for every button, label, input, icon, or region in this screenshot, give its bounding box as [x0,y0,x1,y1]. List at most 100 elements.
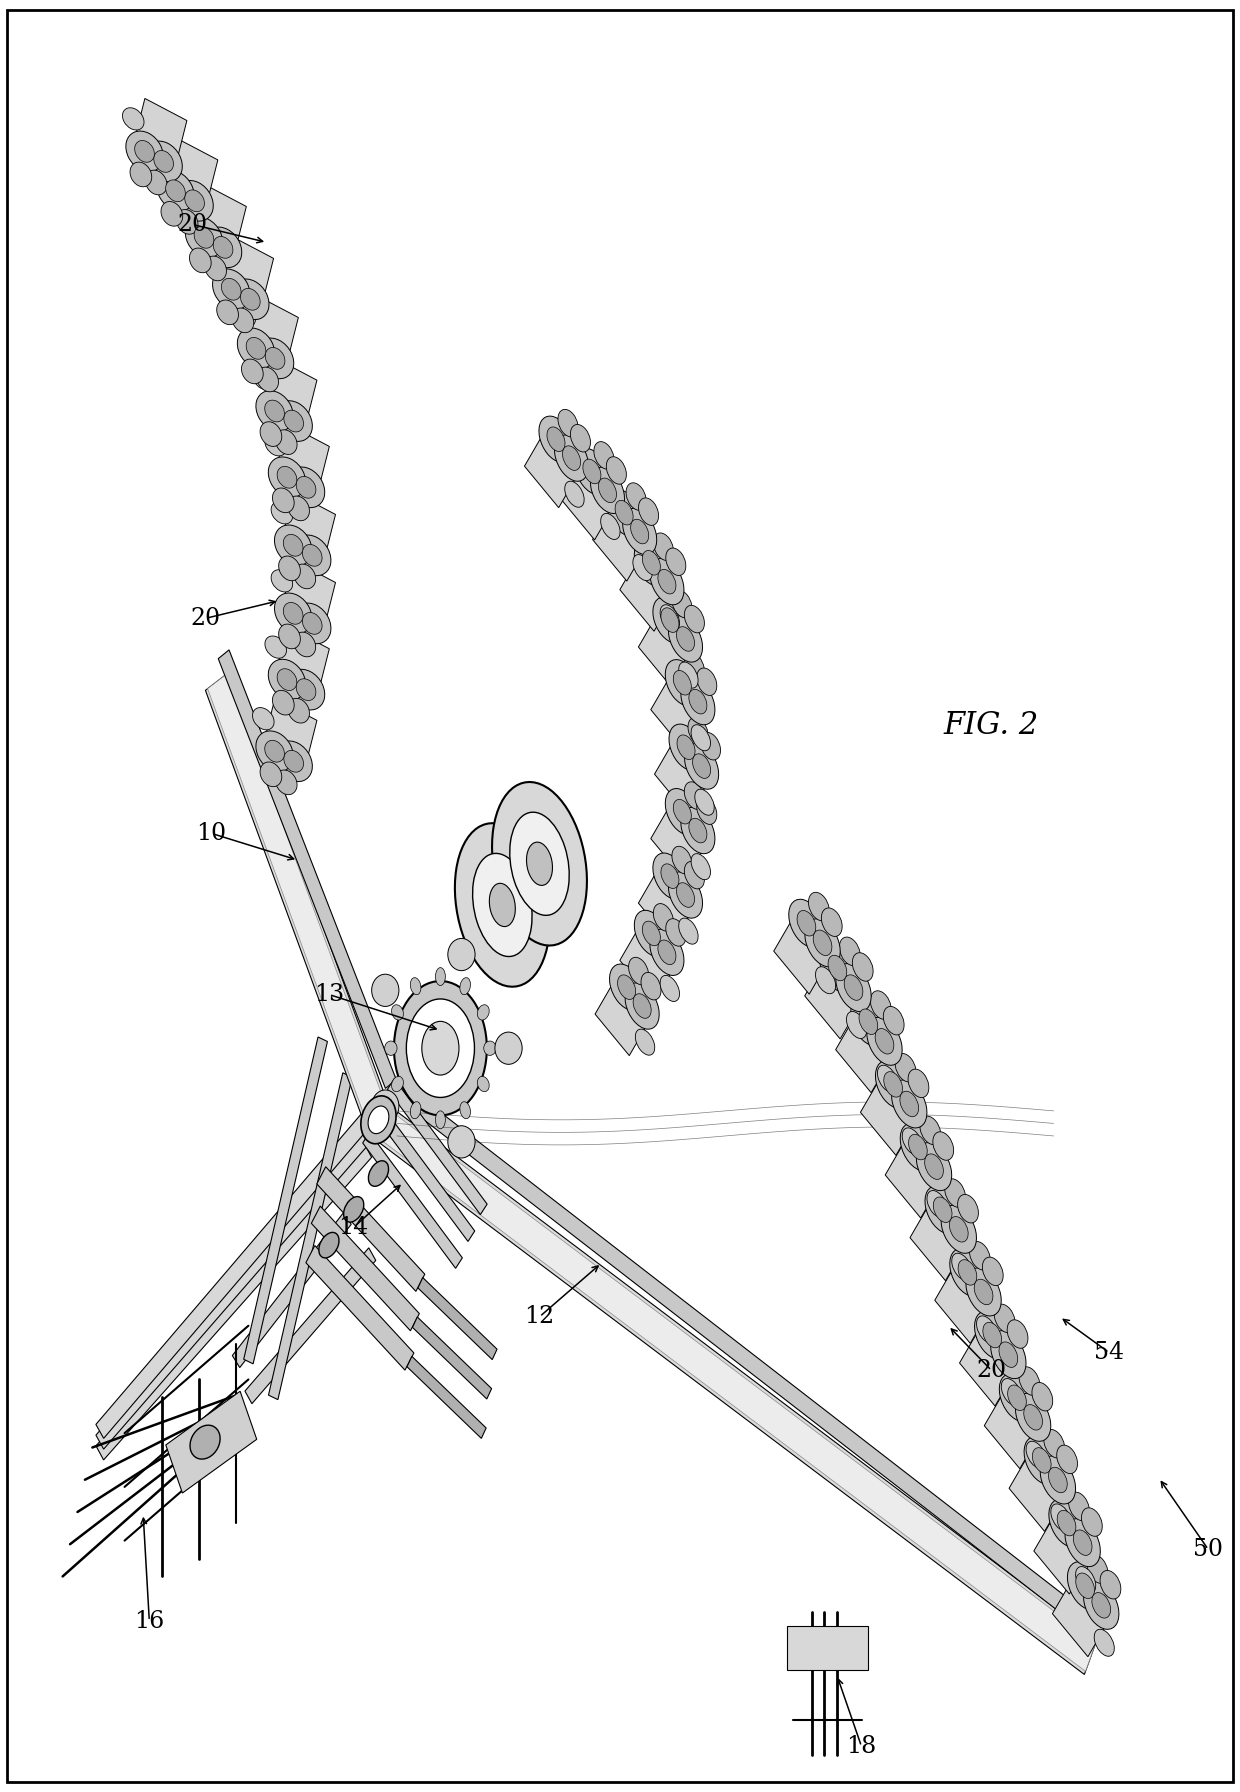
Ellipse shape [156,170,195,211]
Text: 20: 20 [977,1358,1007,1382]
Text: 10: 10 [196,823,227,844]
Text: 20: 20 [190,607,221,631]
Polygon shape [196,185,247,240]
Ellipse shape [288,670,325,710]
Ellipse shape [154,151,174,172]
Ellipse shape [945,1179,966,1208]
Ellipse shape [1016,1394,1050,1441]
Ellipse shape [212,269,250,310]
Ellipse shape [626,482,646,511]
Ellipse shape [928,1190,947,1217]
Ellipse shape [265,636,286,658]
Ellipse shape [268,457,305,498]
Ellipse shape [903,1127,923,1154]
Ellipse shape [999,1342,1018,1367]
Ellipse shape [844,975,863,1000]
Ellipse shape [999,1374,1034,1421]
Polygon shape [306,1245,414,1371]
Polygon shape [373,1106,1096,1672]
Ellipse shape [1032,1382,1053,1410]
Ellipse shape [279,556,300,581]
Polygon shape [269,1073,352,1400]
Ellipse shape [821,909,842,937]
Ellipse shape [925,1154,944,1179]
Ellipse shape [900,1091,919,1116]
Ellipse shape [257,339,294,378]
Ellipse shape [681,808,715,853]
Ellipse shape [1008,1385,1027,1410]
Ellipse shape [294,536,331,575]
Polygon shape [593,513,642,581]
Ellipse shape [185,190,205,211]
Ellipse shape [689,819,707,842]
Ellipse shape [668,616,703,661]
Polygon shape [651,812,701,880]
Ellipse shape [275,430,298,455]
Ellipse shape [653,903,673,932]
Ellipse shape [1075,1566,1096,1593]
Polygon shape [836,1021,888,1093]
Ellipse shape [622,509,657,556]
Ellipse shape [661,607,680,633]
Polygon shape [885,1147,937,1219]
Ellipse shape [1084,1581,1118,1629]
Ellipse shape [274,593,311,634]
Ellipse shape [253,367,274,389]
Ellipse shape [234,305,255,326]
Ellipse shape [950,1217,968,1242]
Polygon shape [311,1206,419,1331]
Ellipse shape [455,823,549,987]
Polygon shape [279,627,330,683]
Ellipse shape [909,1134,928,1159]
Ellipse shape [681,679,715,724]
Ellipse shape [264,740,284,762]
Ellipse shape [859,1009,878,1034]
Polygon shape [774,923,826,995]
Ellipse shape [392,1005,403,1020]
Polygon shape [167,138,218,194]
Ellipse shape [975,1279,993,1305]
Polygon shape [95,1143,372,1460]
Ellipse shape [1033,1448,1052,1473]
Ellipse shape [448,939,475,971]
Ellipse shape [1074,1530,1092,1555]
Ellipse shape [492,781,587,946]
Ellipse shape [205,256,227,281]
Ellipse shape [599,478,616,502]
Ellipse shape [460,1102,470,1118]
Ellipse shape [677,735,696,760]
Ellipse shape [875,1029,894,1054]
Ellipse shape [422,1021,459,1075]
Polygon shape [218,650,397,1088]
Ellipse shape [1087,1555,1109,1584]
Ellipse shape [1049,1500,1084,1546]
Ellipse shape [272,502,293,523]
Ellipse shape [563,446,580,470]
Polygon shape [363,1133,463,1269]
Ellipse shape [460,978,470,995]
Ellipse shape [836,964,872,1011]
Ellipse shape [384,1041,397,1055]
Polygon shape [960,1335,1012,1407]
Ellipse shape [257,367,279,392]
Ellipse shape [1024,1405,1043,1430]
Ellipse shape [666,919,686,946]
Ellipse shape [670,724,703,771]
Ellipse shape [618,975,636,1000]
Ellipse shape [641,973,661,1000]
Ellipse shape [275,401,312,441]
Ellipse shape [264,400,284,421]
Ellipse shape [991,1331,1025,1378]
Ellipse shape [635,539,668,586]
Ellipse shape [288,699,310,722]
Ellipse shape [303,545,322,566]
Ellipse shape [275,771,298,794]
Ellipse shape [635,910,668,957]
Ellipse shape [606,457,626,484]
Ellipse shape [176,181,213,220]
Polygon shape [244,1038,327,1364]
Ellipse shape [693,754,711,778]
Text: 18: 18 [847,1735,877,1758]
Ellipse shape [237,328,275,369]
Ellipse shape [161,201,182,226]
